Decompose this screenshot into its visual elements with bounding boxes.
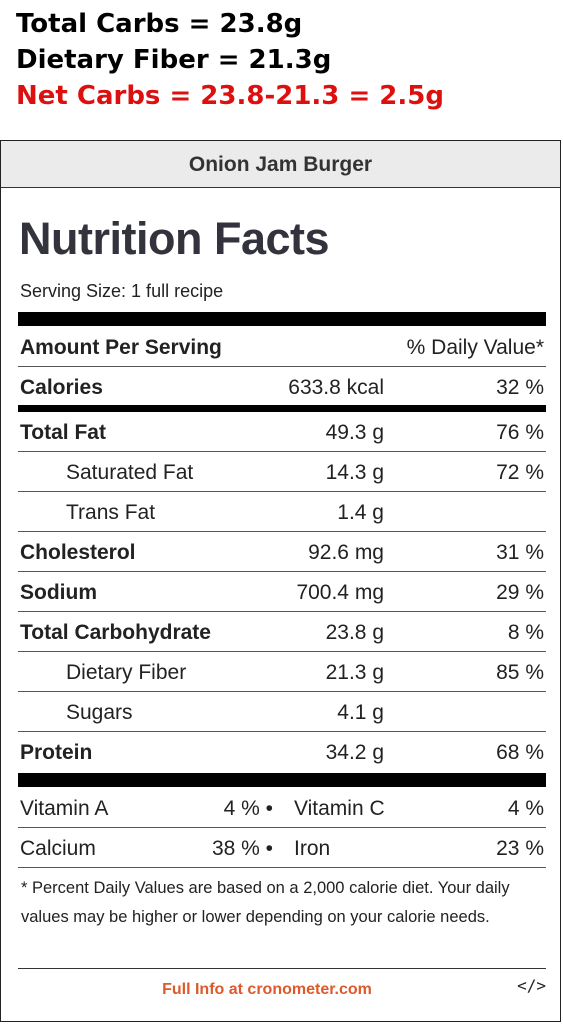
vitamin-pct: 4 % — [507, 797, 544, 820]
net-carbs-header: Total Carbs = 23.8g Dietary Fiber = 21.3… — [16, 6, 444, 114]
nutrient-amount: 23.8 g — [325, 621, 384, 644]
vitamin-pct: 38 % • — [211, 837, 273, 860]
nutrient-dv: 68 % — [496, 741, 544, 764]
daily-value-footnote: * Percent Daily Values are based on a 2,… — [21, 879, 510, 926]
vitamin-row-calcium-iron: Calcium 38 % • Iron 23 % — [18, 828, 546, 868]
nutrient-row-sodium: Sodium 700.4 mg 29 % — [18, 572, 546, 612]
nutrient-row-saturated-fat: Saturated Fat 14.3 g 72 % — [18, 452, 546, 492]
vitamin-name: Calcium — [20, 837, 96, 860]
medium-divider — [18, 405, 546, 412]
nutrient-name: Total Carbohydrate — [20, 621, 211, 644]
vitamin-name: Vitamin C — [294, 797, 385, 820]
nutrient-row-sugars: Sugars 4.1 g — [18, 692, 546, 732]
nutrition-label: Onion Jam Burger Nutrition Facts Serving… — [0, 140, 561, 1022]
net-carbs-line: Net Carbs = 23.8-21.3 = 2.5g — [16, 81, 444, 111]
nutrient-amount: 92.6 mg — [308, 541, 384, 564]
footer-divider — [18, 968, 546, 969]
total-carbs-line: Total Carbs = 23.8g — [16, 9, 303, 39]
nutrient-name: Cholesterol — [20, 541, 136, 564]
embed-code-icon[interactable]: </> — [517, 976, 546, 995]
nutrient-row-protein: Protein 34.2 g 68 % — [18, 732, 546, 772]
amount-per-serving-row: Amount Per Serving % Daily Value* — [18, 327, 546, 367]
label-title: Nutrition Facts — [19, 213, 330, 264]
nutrient-amount: 700.4 mg — [296, 581, 384, 604]
amount-per-serving-label: Amount Per Serving — [20, 336, 222, 359]
calories-row: Calories 633.8 kcal 32 % — [18, 367, 546, 407]
nutrient-dv: 31 % — [496, 541, 544, 564]
nutrient-amount: 14.3 g — [325, 461, 384, 484]
daily-value-header: % Daily Value* — [406, 336, 544, 359]
nutrient-amount: 4.1 g — [337, 701, 384, 724]
vitamin-name: Iron — [294, 837, 331, 860]
nutrient-row-total-carbohydrate: Total Carbohydrate 23.8 g 8 % — [18, 612, 546, 652]
nutrient-row-trans-fat: Trans Fat 1.4 g — [18, 492, 546, 532]
nutrient-amount: 34.2 g — [325, 741, 384, 764]
calories-dv: 32 % — [496, 376, 544, 399]
nutrient-name: Total Fat — [20, 421, 106, 444]
calories-amount: 633.8 kcal — [288, 376, 384, 399]
vitamin-pct: 23 % — [496, 837, 544, 860]
nutrient-name: Protein — [20, 741, 93, 764]
calories-label: Calories — [20, 376, 103, 399]
nutrient-row-total-fat: Total Fat 49.3 g 76 % — [18, 412, 546, 452]
nutrient-name: Dietary Fiber — [66, 661, 187, 684]
nutrient-dv: 29 % — [496, 581, 544, 604]
nutrient-dv: 76 % — [496, 421, 544, 444]
nutrient-name: Sugars — [66, 701, 133, 724]
nutrient-name: Trans Fat — [66, 501, 156, 524]
thick-divider-bottom — [18, 773, 546, 787]
vitamin-name: Vitamin A — [20, 797, 109, 820]
dietary-fiber-line: Dietary Fiber = 21.3g — [16, 45, 332, 75]
thick-divider-top — [18, 312, 546, 326]
nutrient-amount: 21.3 g — [325, 661, 384, 684]
nutrient-amount: 1.4 g — [337, 501, 384, 524]
full-info-link[interactable]: Full Info at cronometer.com — [162, 981, 372, 998]
nutrient-name: Saturated Fat — [66, 461, 194, 484]
serving-size: Serving Size: 1 full recipe — [20, 281, 224, 301]
nutrient-amount: 49.3 g — [325, 421, 384, 444]
nutrient-row-dietary-fiber: Dietary Fiber 21.3 g 85 % — [18, 652, 546, 692]
nutrient-name: Sodium — [20, 581, 97, 604]
recipe-name: Onion Jam Burger — [1, 141, 560, 188]
nutrient-dv: 85 % — [496, 661, 544, 684]
nutrient-row-cholesterol: Cholesterol 92.6 mg 31 % — [18, 532, 546, 572]
nutrient-dv: 8 % — [507, 621, 544, 644]
vitamin-row-a-c: Vitamin A 4 % • Vitamin C 4 % — [18, 788, 546, 828]
vitamin-pct: 4 % • — [223, 797, 273, 820]
nutrient-dv: 72 % — [496, 461, 544, 484]
